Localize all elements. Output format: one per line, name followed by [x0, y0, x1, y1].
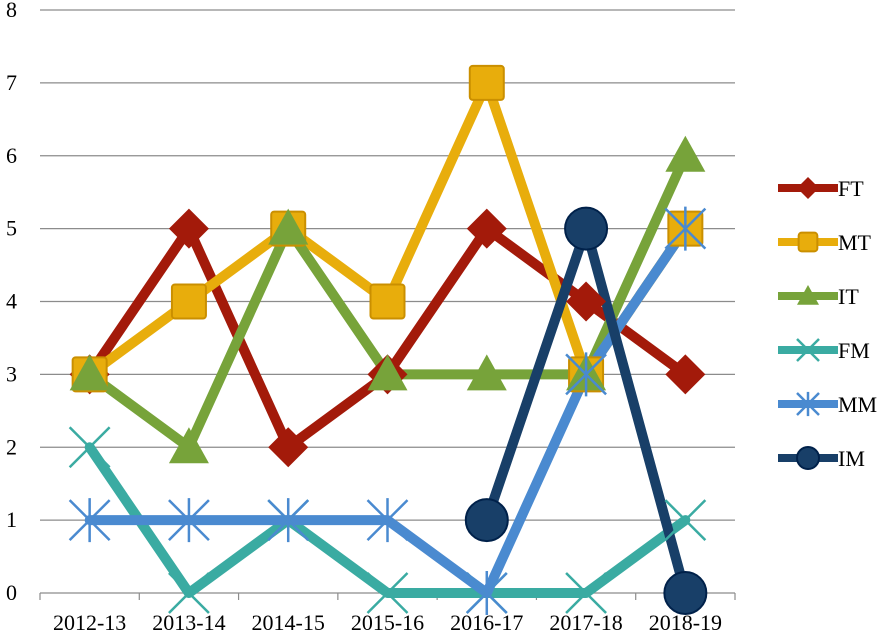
data-point-fm: [664, 499, 707, 542]
data-point-mm: [664, 206, 707, 251]
data-point-ft: [566, 281, 607, 322]
data-point-fm: [565, 572, 607, 614]
y-tick-label: 8: [6, 0, 17, 22]
marker-stroke: [68, 426, 111, 469]
data-point-im: [663, 571, 708, 615]
marker-stroke: [565, 572, 607, 614]
legend-item-im: IM: [778, 446, 865, 471]
data-point-it: [168, 427, 209, 464]
marker-stroke: [366, 572, 409, 614]
data-point-mm: [565, 352, 607, 397]
x-axis-tick-labels: 2012-13 2013-14 2014-15 2015-16 2016-17 2017-…: [53, 610, 722, 635]
data-point-ft: [268, 427, 309, 468]
data-point-it: [268, 208, 309, 245]
legend-label: MM: [838, 392, 877, 417]
legend-item-it: IT: [778, 284, 859, 309]
legend-label: FM: [838, 338, 870, 363]
data-point-ft: [168, 208, 209, 249]
legend-marker: [796, 446, 820, 470]
x-tick-label: 2012-13: [53, 610, 126, 635]
data-point-mm: [366, 498, 409, 543]
marker-stroke: [796, 338, 820, 362]
data-point-fm: [168, 572, 210, 614]
legend-label: IT: [838, 284, 859, 309]
marker-stroke: [664, 499, 707, 542]
series-markers: [68, 64, 708, 615]
legend-item-fm: FM: [778, 338, 870, 363]
legend-label: MT: [838, 230, 872, 255]
y-tick-label: 3: [6, 361, 17, 386]
y-tick-label: 5: [6, 216, 17, 241]
legend-item-ft: FT: [778, 176, 864, 201]
legend-marker: [797, 177, 819, 199]
y-tick-label: 4: [6, 289, 17, 314]
data-point-mm: [68, 498, 111, 543]
legend-marker: [797, 285, 819, 305]
data-point-ft: [665, 354, 706, 395]
data-point-it: [665, 135, 706, 172]
data-point-im: [464, 498, 509, 543]
x-tick-label: 2013-14: [152, 610, 225, 635]
y-tick-label: 1: [6, 507, 17, 532]
data-point-mm: [465, 571, 508, 615]
data-point-mt: [468, 64, 505, 101]
data-point-mm: [267, 498, 310, 543]
marker-stroke: [168, 572, 210, 614]
data-point-fm: [366, 572, 409, 614]
x-tick-label: 2014-15: [252, 610, 325, 635]
x-tick-label: 2015-16: [351, 610, 424, 635]
data-point-it: [466, 354, 507, 391]
legend-marker: [796, 391, 820, 417]
data-point-mm: [168, 498, 210, 543]
legend-item-mt: MT: [778, 230, 872, 255]
y-tick-label: 2: [6, 434, 17, 459]
data-point-it: [69, 354, 110, 391]
y-tick-label: 7: [6, 70, 17, 95]
data-point-mt: [170, 283, 207, 320]
y-axis-tick-labels: 0 1 2 3 4 5 6 7 8: [6, 0, 17, 605]
legend-label: IM: [838, 446, 865, 471]
legend-marker: [796, 338, 820, 362]
data-point-mt: [369, 283, 406, 320]
y-tick-label: 6: [6, 143, 17, 168]
legend: FT MT IT FM MM IM: [778, 176, 877, 471]
legend-marker: [797, 231, 819, 253]
y-tick-label: 0: [6, 580, 17, 605]
data-point-ft: [466, 208, 507, 249]
data-point-im: [564, 206, 609, 251]
legend-item-mm: MM: [778, 391, 877, 417]
legend-label: FT: [838, 176, 864, 201]
data-point-it: [367, 354, 408, 391]
data-point-fm: [68, 426, 111, 469]
x-tick-label: 2017-18: [549, 610, 622, 635]
